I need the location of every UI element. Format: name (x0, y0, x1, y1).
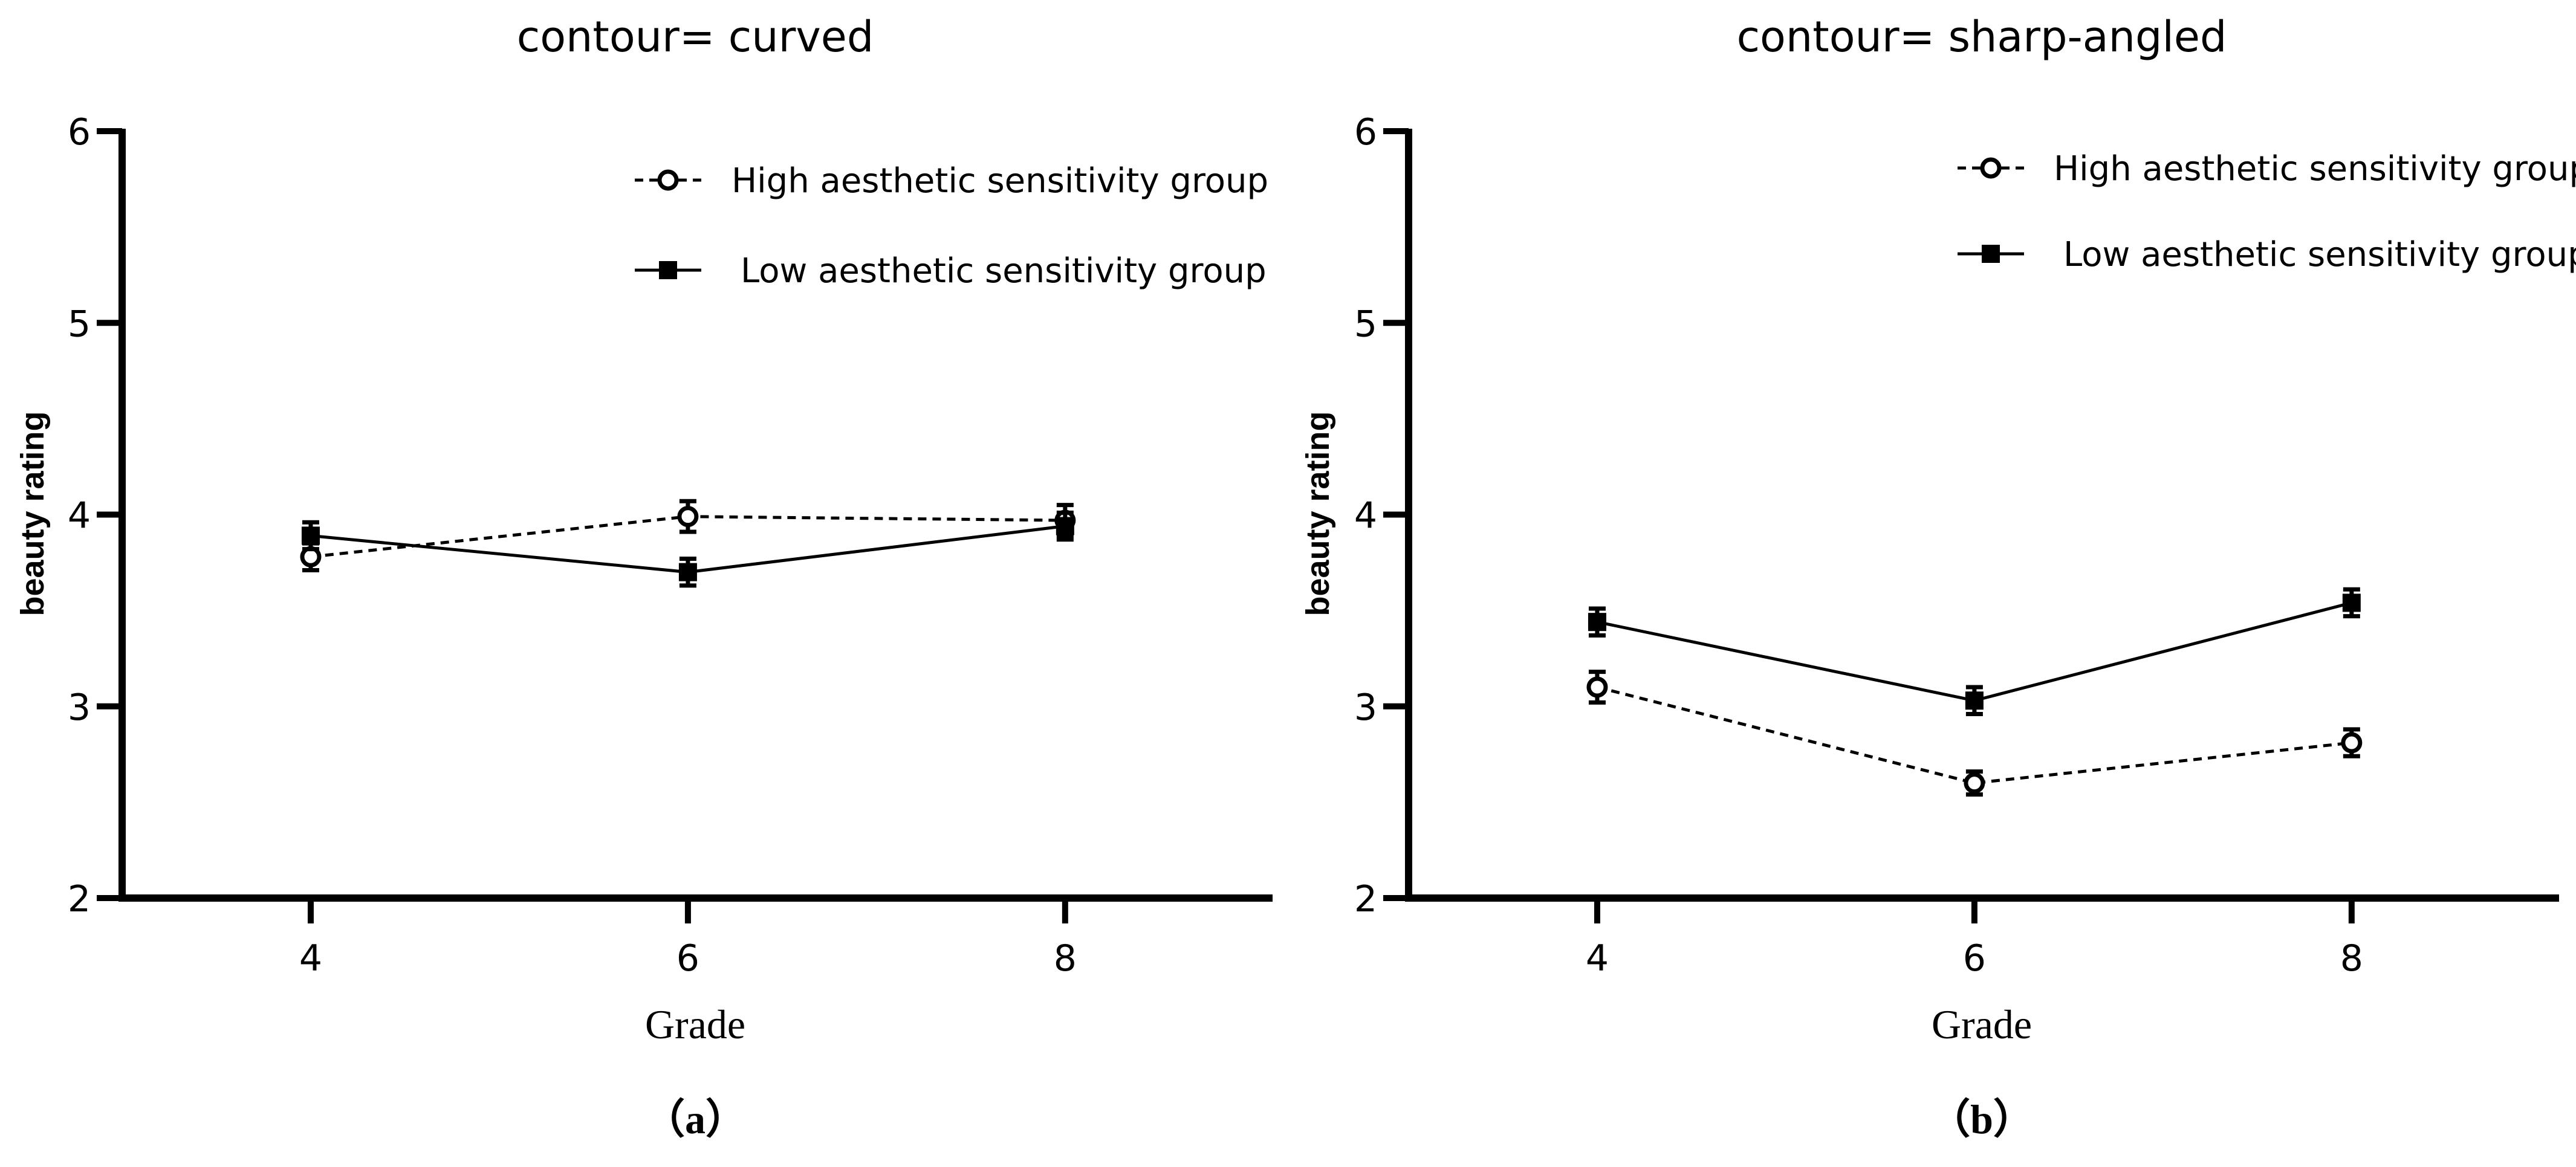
y-tick-label: 3 (1354, 687, 1377, 729)
chart-panel-sharp-angled: contour= sharp-angled beauty rating Grad… (1300, 12, 2576, 1142)
data-point-square (2342, 593, 2361, 612)
legend-marker-circle (1980, 157, 2002, 179)
legend-label: High aesthetic sensitivity group (732, 161, 1268, 201)
data-point-circle (1964, 772, 1985, 794)
y-tick-label: 5 (68, 303, 91, 345)
y-tick-label: 5 (1354, 303, 1377, 345)
data-point-square (1965, 691, 1984, 710)
series-low-aesthetic-sensitivity (1588, 587, 2361, 716)
panel-caption: （a） (644, 1096, 747, 1142)
x-tick-label: 4 (1586, 937, 1609, 980)
y-tick-label: 3 (68, 687, 91, 729)
data-point-square (1588, 613, 1606, 632)
y-tick-label: 6 (1354, 111, 1377, 154)
x-tick-label: 4 (299, 937, 322, 980)
data-point-square (1056, 517, 1074, 535)
legend-marker-square (1982, 245, 2000, 263)
series-low-aesthetic-sensitivity (301, 510, 1074, 588)
y-axis-label: beauty rating (1300, 411, 1336, 616)
data-point-square (678, 563, 697, 581)
series-high-aesthetic-sensitivity (1586, 670, 2363, 797)
y-tick-label: 4 (68, 495, 91, 537)
x-axis-label: Grade (1932, 1001, 2032, 1047)
legend-item: High aesthetic sensitivity group (635, 161, 1268, 201)
y-tick-label: 2 (1354, 878, 1377, 920)
x-tick-label: 6 (1963, 937, 1986, 980)
x-tick-label: 8 (2340, 937, 2363, 980)
y-tick-label: 2 (68, 878, 91, 920)
legend-item: Low aesthetic sensitivity group (1958, 235, 2576, 274)
data-point-circle (677, 506, 699, 528)
chart-title: contour= curved (517, 12, 874, 62)
legend-marker-circle (657, 169, 679, 191)
legend-item: Low aesthetic sensitivity group (635, 251, 1267, 291)
series-line (1597, 685, 2352, 785)
legend-label: High aesthetic sensitivity group (2054, 149, 2576, 189)
data-point-square (301, 526, 320, 545)
legend-item: High aesthetic sensitivity group (1958, 149, 2576, 189)
y-axis-label: beauty rating (15, 411, 51, 616)
legend-label: Low aesthetic sensitivity group (741, 251, 1267, 291)
data-point-circle (1586, 676, 1608, 698)
legend-label: Low aesthetic sensitivity group (2063, 235, 2576, 274)
chart-panel-curved: contour= curved beauty rating Grade （a） … (15, 12, 1273, 1142)
x-axis-label: Grade (645, 1001, 745, 1047)
chart-title: contour= sharp-angled (1737, 12, 2227, 62)
y-tick-label: 6 (68, 111, 91, 154)
y-tick-label: 4 (1354, 495, 1377, 537)
panel-caption: （b） (1929, 1096, 2034, 1142)
x-tick-label: 6 (676, 937, 699, 980)
x-tick-label: 8 (1054, 937, 1077, 980)
data-point-circle (2341, 732, 2363, 754)
legend-marker-square (659, 261, 677, 279)
